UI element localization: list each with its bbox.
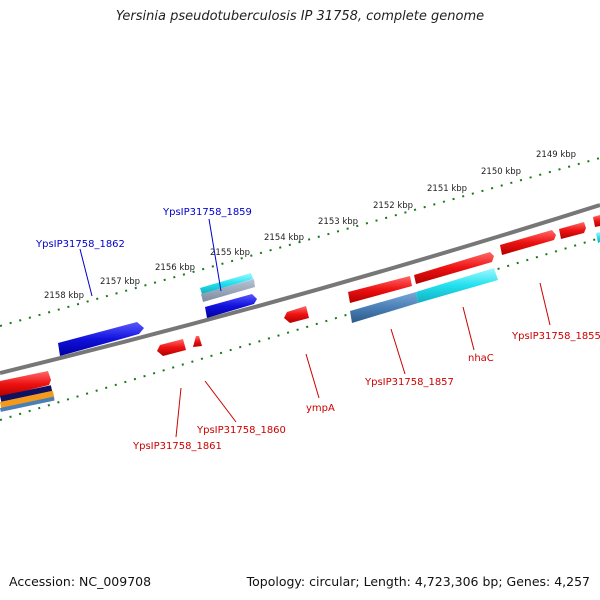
reverse-features [157,232,600,356]
inner-scale-track [0,237,600,421]
leader-lines [79,218,551,438]
cds-forward-red-4[interactable] [559,222,586,239]
leader-1855 [539,282,551,326]
kbp-label-2156: 2156 kbp [155,263,195,273]
gene-labels: YpsIP31758_1859 YpsIP31758_1862 YpsIP317… [35,207,600,452]
cds-forward-navy-left[interactable] [0,385,53,402]
kbp-label-2158: 2158 kbp [44,291,84,301]
cds-reverse-cyan-nhaC[interactable] [416,268,498,303]
gene-label-1861[interactable]: YpsIP31758_1861 [132,441,222,452]
leader-1861 [175,387,182,438]
cds-reverse-steel-1857[interactable] [350,292,418,323]
kbp-label-2150: 2150 kbp [481,167,521,177]
cds-reverse-red-1860[interactable] [193,336,202,347]
leader-1857 [390,328,406,375]
cds-forward-orange-left[interactable] [0,390,55,409]
gene-label-1862[interactable]: YpsIP31758_1862 [35,239,125,250]
cds-reverse-cyan-right[interactable] [596,232,600,243]
accession-text: Accession: NC_009708 [9,574,152,589]
cds-forward-blue-1862[interactable] [58,322,144,356]
kbp-label-2154: 2154 kbp [264,233,304,243]
gene-label-ympA[interactable]: ympA [306,403,335,414]
genome-summary-text: Topology: circular; Length: 4,723,306 bp… [246,574,590,589]
leader-1859 [208,218,222,292]
kbp-labels: 2149 kbp 2150 kbp 2151 kbp 2152 kbp 2153… [44,150,576,301]
kbp-label-2155: 2155 kbp [210,248,250,258]
leader-1860 [204,380,237,423]
gene-label-1855[interactable]: YpsIP31758_1855 [511,331,600,342]
cds-forward-red-5[interactable] [593,215,600,227]
kbp-label-2149: 2149 kbp [536,150,576,160]
kbp-label-2151: 2151 kbp [427,184,467,194]
gene-label-1859[interactable]: YpsIP31758_1859 [162,207,252,218]
cds-forward-red-2[interactable] [414,252,494,284]
cds-forward-red-3[interactable] [500,230,556,255]
gene-label-1857[interactable]: YpsIP31758_1857 [364,377,454,388]
cds-forward-cyan-1859[interactable] [200,273,253,294]
leader-1862 [79,248,93,297]
cds-reverse-red-1861[interactable] [157,339,186,356]
leader-nhaC [462,306,475,351]
cds-forward-steel-left[interactable] [0,396,55,412]
cds-forward-blue-1859[interactable] [205,294,257,318]
genome-backbone [0,203,600,375]
cds-forward-red-1[interactable] [348,276,412,303]
kbp-label-2153: 2153 kbp [318,217,358,227]
map-title: Yersinia pseudotuberculosis IP 31758, co… [115,9,485,24]
cds-forward-grey-1859[interactable] [201,279,255,302]
gene-label-1860[interactable]: YpsIP31758_1860 [196,425,286,436]
cds-reverse-red-ympA[interactable] [284,306,309,323]
kbp-label-2152: 2152 kbp [373,201,413,211]
forward-features [0,215,600,412]
cds-forward-red-left[interactable] [0,371,51,397]
leader-ympA [305,353,320,399]
kbp-label-2157: 2157 kbp [100,277,140,287]
outer-scale-track [0,157,600,327]
gene-label-nhaC[interactable]: nhaC [468,353,494,364]
